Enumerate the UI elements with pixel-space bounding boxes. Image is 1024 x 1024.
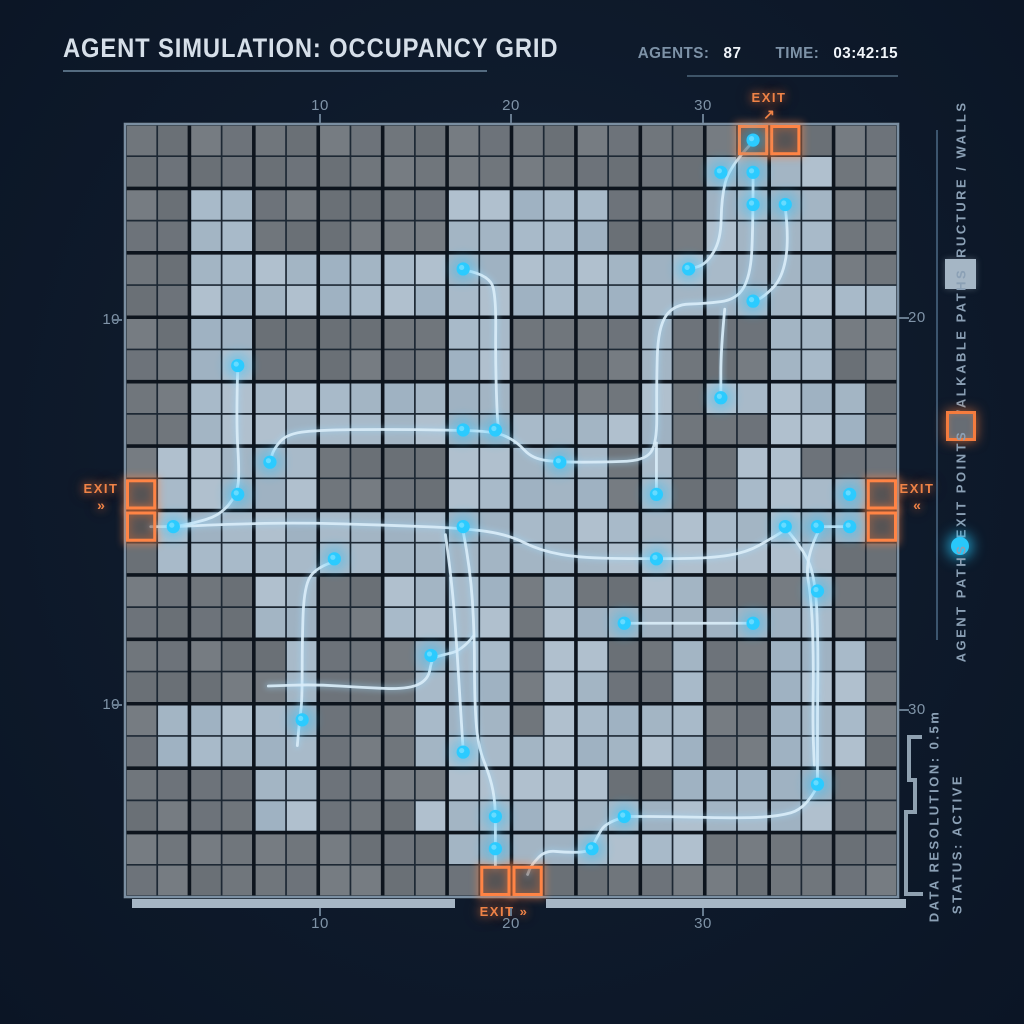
agent-path [266,634,475,690]
agents-label: AGENTS: [637,45,710,62]
agent-path [626,784,819,820]
legend-divider-line [936,130,938,640]
exit-label-left: EXIT » [80,481,122,513]
axis-label-right: 30 [908,701,926,718]
agents-value: 87 [723,45,742,62]
header-stats: AGENTS: 87 TIME: 03:42:15 [638,45,898,63]
legend-label-exit-points: EXIT POINTS [953,429,969,539]
exit-arrow-left-icon: » [97,497,105,513]
scale-bracket-icon [904,735,923,896]
exit-label-top-text: EXIT [751,90,787,105]
agent-path [806,528,821,767]
walkable-swatch-icon [945,259,976,289]
exit-cell [126,511,157,542]
exit-label-bottom-text: EXIT » [479,904,529,919]
agent-path [526,815,629,876]
exit-arrow-top-icon: ↗ [763,106,775,122]
time-value: 03:42:15 [833,45,898,62]
agent-dot-swatch-icon [951,537,969,555]
axis-label-top: 20 [502,97,520,114]
agent-path [753,206,789,303]
axis-tick-right [899,317,909,319]
exit-label-left-text: EXIT [83,481,119,496]
exit-label-bottom: EXIT » [454,904,554,920]
axis-tick-bottom [702,908,704,916]
exit-arrow-right-icon: « [913,497,921,513]
axis-tick-top [510,114,512,123]
legend-label-agent-paths: AGENT PATHS [953,543,969,663]
exit-cell [866,479,898,510]
agent-dots [161,128,862,861]
exit-cell [480,865,511,897]
axis-tick-right [899,709,909,711]
axis-label-bottom: 20 [502,915,520,932]
agent-path [465,269,501,432]
axis-label-left: 10 [102,311,120,328]
axis-tick-bottom [510,908,512,916]
exit-label-top: EXIT ↗ [749,90,789,122]
exit-label-right: EXIT « [896,481,938,513]
axis-label-top: 10 [311,97,329,114]
legend-label-structure-walls: STRUCTURE / WALLS [953,100,969,280]
axis-label-bottom: 10 [311,915,329,932]
exit-swatch-icon [946,411,976,441]
agent-path [268,174,755,466]
exit-cell [866,511,898,542]
agent-path [173,521,787,561]
axis-tick-top [702,114,704,123]
title-underline [63,70,487,72]
axis-tick-left [112,319,122,321]
occupancy-cells [125,124,898,897]
occupancy-grid [123,122,901,900]
axis-label-bottom: 30 [694,915,712,932]
axis-tick-bottom [319,908,321,916]
axis-label-top: 30 [694,97,712,114]
axis-label-left: 10 [102,696,120,713]
page-title: AGENT SIMULATION: OCCUPANCY GRID [63,33,559,63]
exit-cell [512,865,543,897]
stats-underline [687,75,898,77]
axis-tick-top [319,114,321,123]
axis-tick-left [112,704,122,706]
data-resolution-text: DATA RESOLUTION: 0.5m [926,709,942,923]
exit-label-right-text: EXIT [899,481,935,496]
axis-label-right: 20 [908,309,926,326]
agent-path [719,307,727,398]
exit-cell [126,479,157,510]
bottom-border-bar-right [546,899,906,908]
agent-path [444,533,465,752]
exit-cell [770,125,801,156]
status-text: STATUS: ACTIVE [949,773,965,915]
bottom-border-bar-left [132,899,455,908]
legend-label-walkable-paths: WALKABLE PATHS [953,267,969,423]
time-label: TIME: [775,45,820,62]
